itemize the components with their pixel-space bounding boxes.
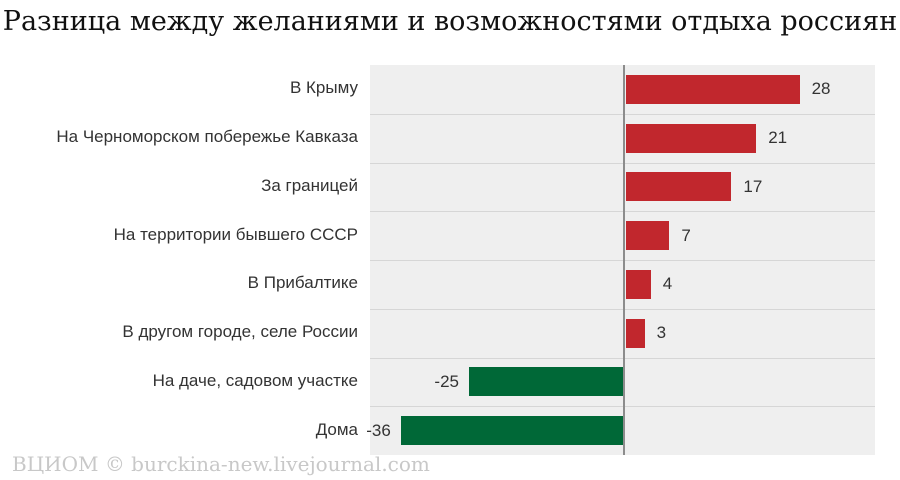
category-label: В Прибалтике — [247, 273, 358, 292]
row-separator — [370, 114, 875, 115]
row-separator — [370, 260, 875, 261]
value-label: -25 — [434, 372, 459, 391]
category-label: В Крыму — [289, 78, 358, 97]
value-label: 17 — [743, 177, 763, 196]
chart-title: Разница между желаниями и возможностями … — [2, 6, 898, 37]
bar-positive — [626, 221, 670, 250]
value-label: -36 — [366, 421, 391, 440]
category-label: В другом городе, селе России — [122, 322, 358, 341]
bar-positive — [626, 270, 651, 299]
watermark: ВЦИОМ © burckina-new.livejournal.com — [12, 452, 430, 476]
value-label: 4 — [662, 274, 673, 293]
bar-negative — [469, 367, 624, 396]
bar-positive — [626, 172, 732, 201]
row-separator — [370, 211, 875, 212]
bar-positive — [626, 75, 800, 104]
category-label: На Черноморском побережье Кавказа — [56, 127, 358, 146]
value-label: 21 — [768, 128, 788, 147]
category-label: За границей — [261, 176, 358, 195]
category-label: На территории бывшего СССР — [113, 225, 358, 244]
category-label: Дома — [315, 420, 358, 439]
zero-axis-line — [623, 65, 625, 455]
row-separator — [370, 358, 875, 359]
bar-positive — [626, 124, 757, 153]
row-separator — [370, 163, 875, 164]
bar-negative — [400, 416, 624, 445]
category-label: На даче, садовом участке — [152, 371, 358, 390]
bar-positive — [626, 319, 645, 348]
row-separator — [370, 309, 875, 310]
value-label: 28 — [811, 79, 831, 98]
value-label: 7 — [681, 226, 691, 245]
value-label: 3 — [656, 323, 667, 342]
row-separator — [370, 406, 875, 407]
